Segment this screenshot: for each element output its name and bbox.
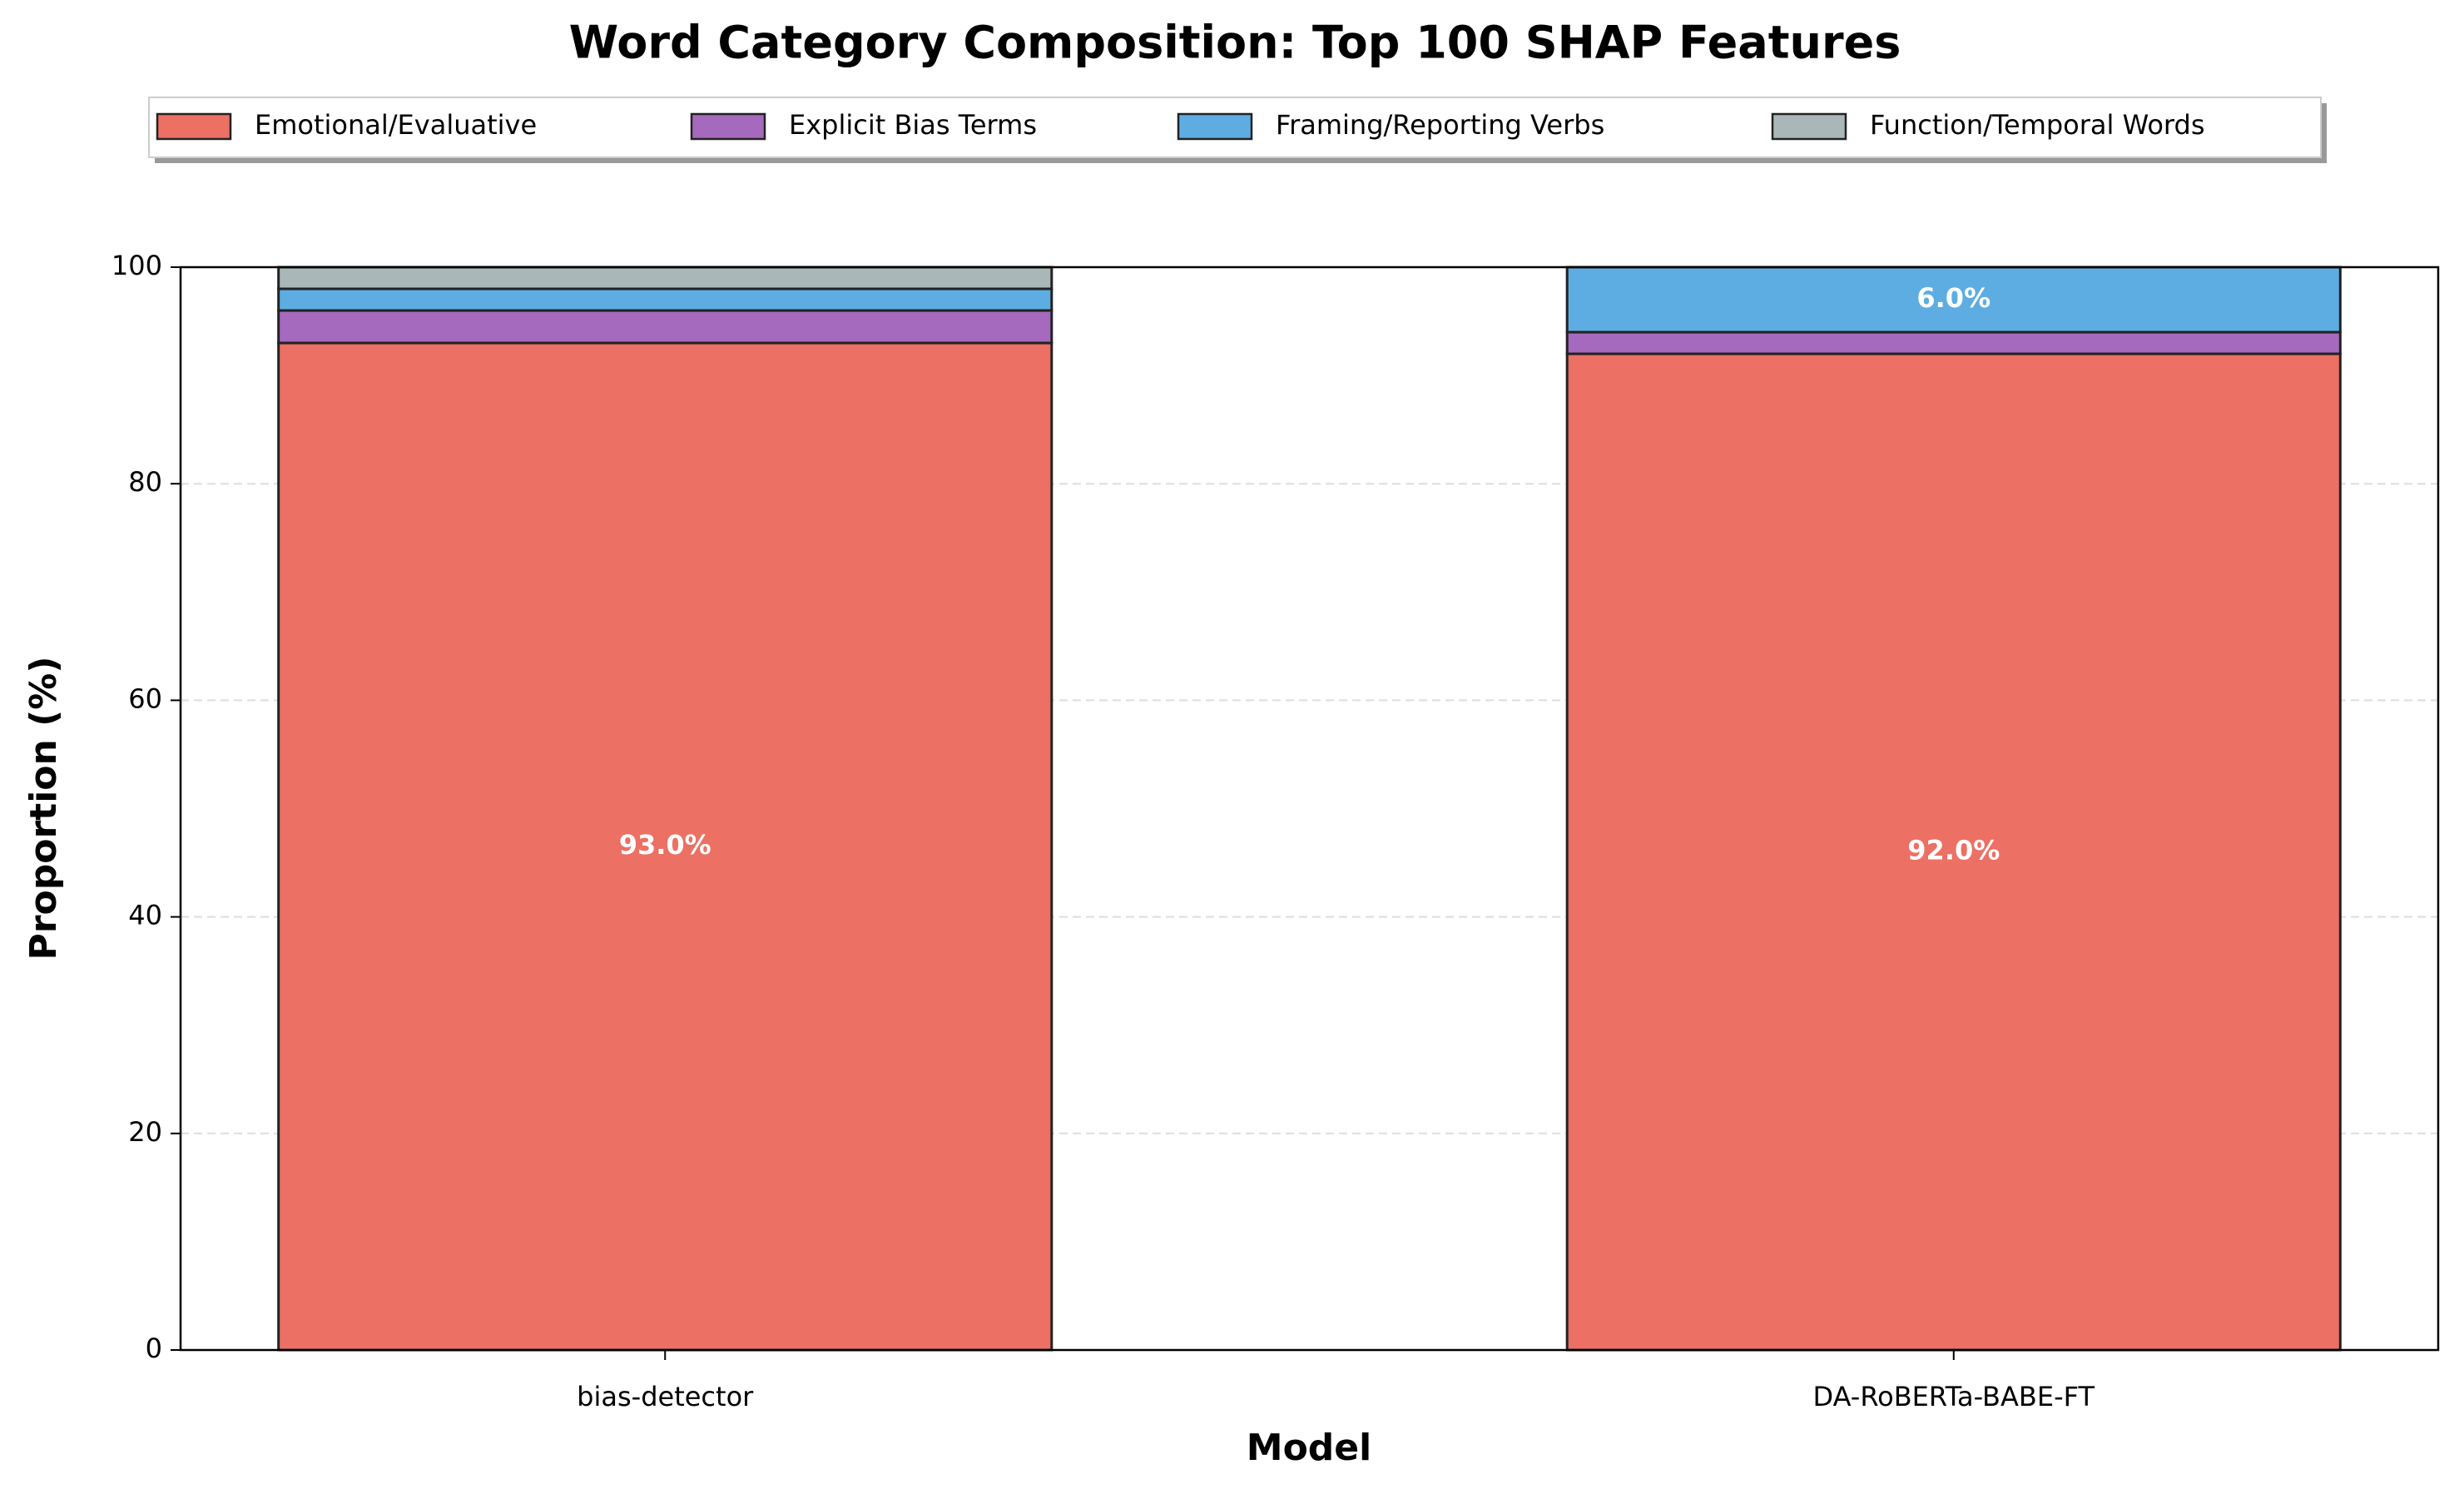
legend-swatch xyxy=(690,112,766,141)
bar-segment xyxy=(1565,352,2342,1352)
legend-label: Emotional/Evaluative xyxy=(255,109,537,141)
value-label: 6.0% xyxy=(1916,282,1991,314)
x-tick-label: bias-detector xyxy=(577,1381,754,1412)
y-tick-label: 80 xyxy=(128,466,162,498)
y-tick-label: 0 xyxy=(146,1333,162,1364)
legend-label: Function/Temporal Words xyxy=(1870,109,2205,141)
chart-title: Word Category Composition: Top 100 SHAP … xyxy=(569,17,1901,69)
value-label: 92.0% xyxy=(1907,835,2000,866)
legend-swatch xyxy=(1771,112,1847,141)
bar-segment xyxy=(1565,330,2342,355)
y-tick-label: 60 xyxy=(128,682,162,714)
legend-label: Framing/Reporting Verbs xyxy=(1276,109,1604,141)
bar-segment xyxy=(277,287,1054,312)
y-tick-label: 100 xyxy=(112,250,162,281)
bar-segment xyxy=(277,266,1054,290)
legend: Emotional/Evaluative Explicit Bias Terms F… xyxy=(148,97,2327,163)
x-tick-label: DA-RoBERTa-BABE-FT xyxy=(1813,1381,2095,1412)
y-tick-label: 20 xyxy=(128,1116,162,1148)
legend-swatch xyxy=(156,112,232,141)
y-axis-label: Proportion (%) xyxy=(22,657,65,960)
bar-segment xyxy=(277,309,1054,345)
x-axis-label: Model xyxy=(1247,1427,1371,1469)
legend-label: Explicit Bias Terms xyxy=(789,109,1037,141)
value-label: 93.0% xyxy=(619,829,711,861)
bar-segment xyxy=(277,341,1054,1352)
plot-frame xyxy=(179,266,2440,1352)
legend-swatch xyxy=(1177,112,1253,141)
y-tick-label: 40 xyxy=(128,900,162,931)
